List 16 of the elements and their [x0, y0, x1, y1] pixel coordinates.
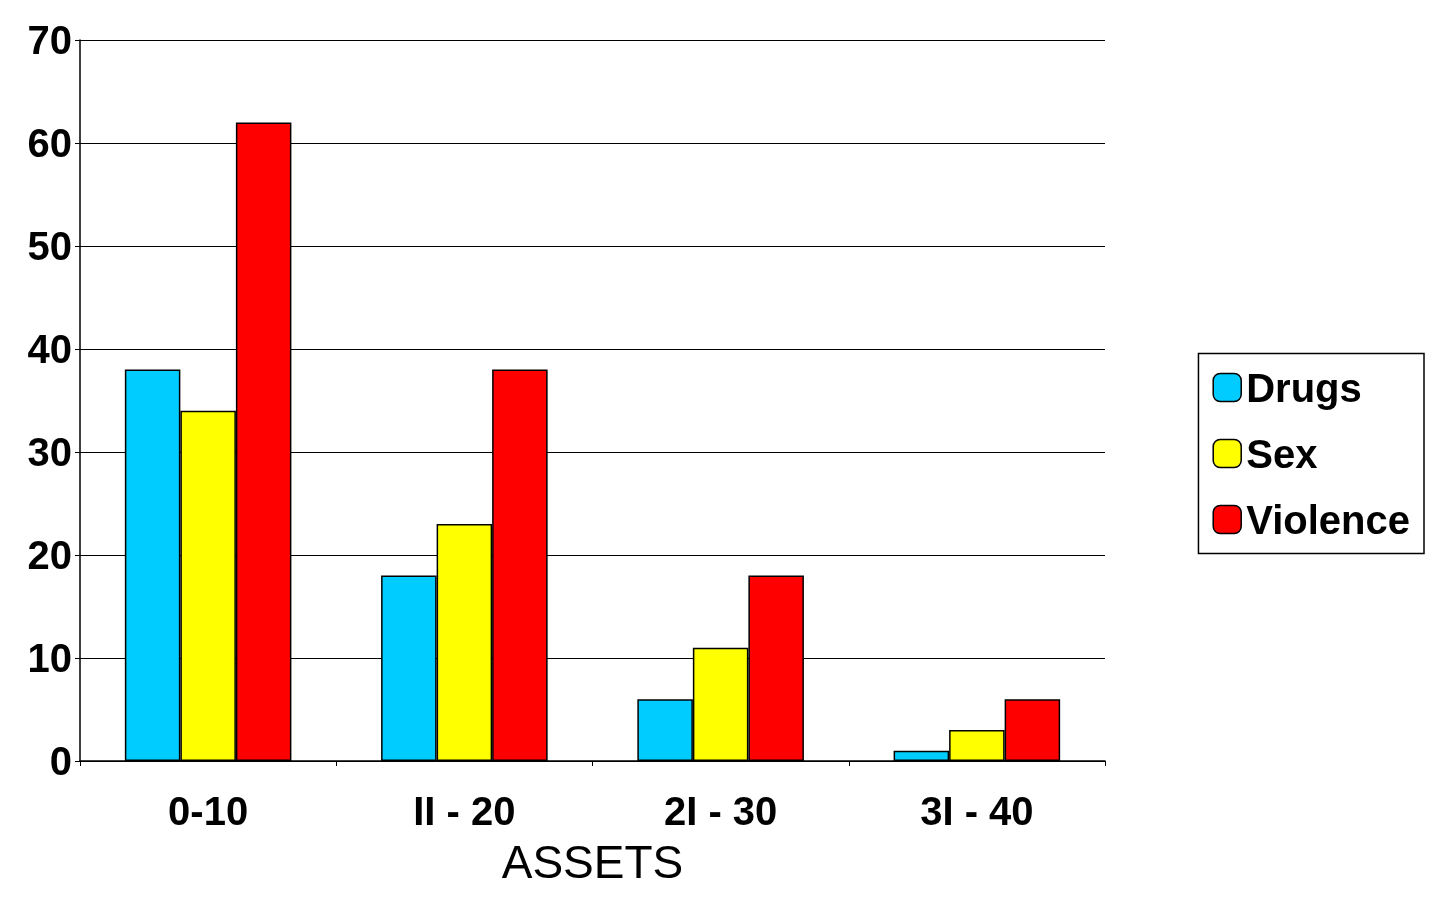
x-tick-label: 3I - 40: [920, 789, 1034, 833]
y-tick-label: 0: [49, 739, 72, 783]
y-tick-label: 50: [27, 224, 72, 268]
y-tick-label: 60: [27, 121, 72, 165]
y-tick-label: 30: [27, 430, 72, 474]
legend-label: Sex: [1246, 431, 1318, 476]
x-tick-label: II - 20: [413, 789, 516, 833]
legend-label: Violence: [1246, 497, 1411, 542]
x-axis-title: ASSETS: [501, 836, 684, 888]
y-tick-label: 40: [27, 327, 72, 371]
y-tick-label: 20: [27, 533, 72, 577]
y-tick-label: 10: [27, 636, 72, 680]
x-tick-label: 2I - 30: [663, 789, 778, 833]
y-tick-label: 70: [27, 18, 72, 62]
x-tick-label: 0-10: [168, 789, 249, 833]
legend-label: Drugs: [1246, 365, 1362, 410]
